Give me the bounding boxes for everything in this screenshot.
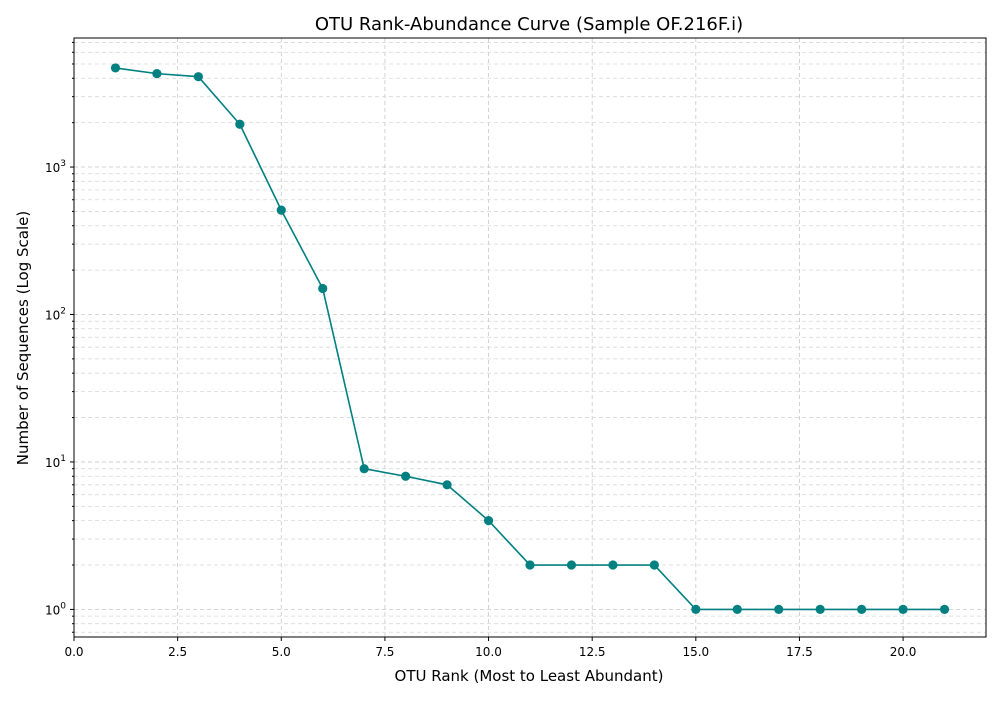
data-point <box>152 69 162 79</box>
x-axis-label: OTU Rank (Most to Least Abundant) <box>395 667 664 685</box>
data-point <box>566 560 577 570</box>
x-tick-label: 2.5 <box>168 645 187 659</box>
y-tick-label: 101 <box>45 454 66 470</box>
data-point <box>898 604 908 615</box>
data-point <box>939 604 950 615</box>
x-tick-label: 7.5 <box>375 645 394 659</box>
data-point <box>276 205 286 215</box>
chart-title: OTU Rank-Abundance Curve (Sample OF.216F… <box>315 14 743 35</box>
y-axis-ticks: 100 101 102 103 <box>45 41 74 633</box>
data-point <box>857 604 867 615</box>
y-tick-label: 103 <box>45 159 66 175</box>
data-point <box>318 283 328 294</box>
data-point <box>110 63 121 73</box>
x-tick-label: 17.5 <box>786 645 813 659</box>
x-tick-label: 5.0 <box>272 645 291 659</box>
y-axis-label: Number of Sequences (Log Scale) <box>14 211 32 465</box>
data-point-layer <box>110 63 950 615</box>
series-line-layer <box>115 67 945 611</box>
data-point <box>483 516 494 526</box>
x-tick-label: 0.0 <box>64 645 83 659</box>
data-point <box>235 119 245 129</box>
x-tick-label: 12.5 <box>579 645 606 659</box>
data-point <box>525 560 535 570</box>
y-tick-label: 102 <box>45 306 66 322</box>
data-point <box>691 604 701 615</box>
data-point <box>442 480 452 490</box>
x-tick-label: 15.0 <box>682 645 709 659</box>
data-point <box>732 604 742 615</box>
data-point <box>608 560 618 570</box>
data-point <box>401 471 411 481</box>
data-point <box>774 604 784 615</box>
data-point <box>649 560 659 570</box>
x-tick-label: 20.0 <box>890 645 917 659</box>
data-point <box>359 464 369 474</box>
grid-layer <box>73 38 986 637</box>
y-tick-label: 100 <box>45 601 66 617</box>
x-axis-ticks: 0.0 2.5 5.0 7.5 10.0 12.5 15.0 17.5 20.0 <box>64 637 916 659</box>
data-point <box>193 72 203 82</box>
data-point <box>815 604 825 615</box>
x-tick-label: 10.0 <box>475 645 502 659</box>
series-line <box>115 67 945 611</box>
